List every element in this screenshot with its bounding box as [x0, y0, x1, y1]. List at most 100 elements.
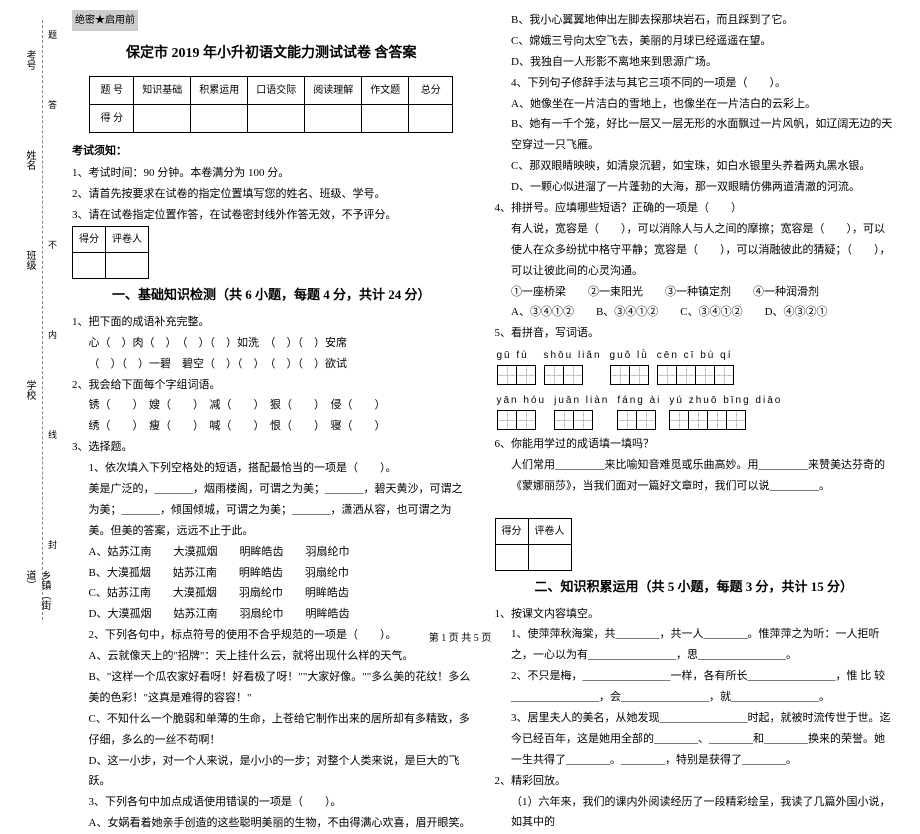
tianzige-cell: [707, 410, 727, 430]
pinyin-label: juān liàn: [554, 391, 609, 410]
q3-opt: B、她有一千个笼，好比一层又一层无形的水面飘过一片风帆，如辽阔无边的天空穿过一只…: [495, 114, 894, 156]
scorer-cell: 得分: [495, 518, 528, 544]
q1-line: 心（ ）肉（ ） （ ）（ ）如洗 （ ）（ ）安席: [72, 333, 471, 354]
scorer-cell: [495, 544, 528, 570]
scorer-cell: [528, 544, 571, 570]
pinyin-label: yān hóu: [497, 391, 547, 410]
seal-text: 答: [46, 100, 59, 119]
pinyin-label: fáng ài: [617, 391, 661, 410]
margin-label: 乡镇（街道）: [22, 570, 52, 620]
tianzige-cell: [497, 365, 517, 385]
section1-title: 一、基础知识检测（共 6 小题，每题 4 分，共计 24 分）: [72, 283, 471, 308]
notice-line: 3、请在试卷指定位置作答，在试卷密封线外作答无效，不予评分。: [72, 205, 471, 226]
tianzige-cell: [516, 410, 536, 430]
tianzige-group: shōu liǎn: [544, 346, 602, 385]
q3-opt: A、姑苏江南 大漠孤烟 明眸皓齿 羽扇纶巾: [72, 542, 471, 563]
tianzige-group: juān liàn: [554, 391, 609, 430]
right-column: B、我小心翼翼地伸出左脚去探那块岩石，而且踩到了它。 C、嫦娥三号向太空飞去，美…: [483, 10, 906, 620]
tianzige-group: yān hóu: [497, 391, 547, 430]
score-cell: 得 分: [90, 104, 134, 132]
tianzige-group: fáng ài: [617, 391, 661, 430]
q4-opts: A、③④①② B、③④①② C、③④①② D、④③②①: [495, 302, 894, 323]
q3-opt: C、那双眼睛映映，如清泉沉碧，如宝珠，如白水银里头养着两丸黑水银。: [495, 156, 894, 177]
q3b-opt: D、我独自一人形影不离地来到思源广场。: [495, 52, 894, 73]
q3-opt: B、"这样一个瓜农家好看呀！好看极了呀！""大家好像。""多么美的花纹！多么美的…: [72, 667, 471, 709]
q3-opt: A、云就像天上的"招牌"：天上挂什么云，就将出现什么样的天气。: [72, 646, 471, 667]
tianzige-cell: [573, 410, 593, 430]
page-footer: 第 1 页 共 5 页: [0, 629, 920, 644]
score-header: 作文题: [362, 76, 409, 104]
pinyin-row: yān hóu juān liàn fáng ài yú zhuō bīng diāo: [495, 389, 894, 434]
tianzige-cell: [714, 365, 734, 385]
exam-title: 保定市 2019 年小升初语文能力测试试卷 含答案: [72, 41, 471, 68]
score-cell: [248, 104, 305, 132]
q3-opt: A、她像坐在一片洁白的雪地上，也像坐在一片洁白的云彩上。: [495, 94, 894, 115]
score-header: 题 号: [90, 76, 134, 104]
tianzige-cell: [497, 410, 517, 430]
score-header: 总分: [409, 76, 453, 104]
q3-opt: B、大漠孤烟 姑苏江南 明眸皓齿 羽扇纶巾: [72, 563, 471, 584]
score-header: 知识基础: [134, 76, 191, 104]
tianzige-cell: [617, 410, 637, 430]
left-column: 绝密★启用前 保定市 2019 年小升初语文能力测试试卷 含答案 题 号 知识基…: [60, 10, 483, 620]
margin-label: 姓名: [22, 150, 37, 170]
q2-stem: 2、我会给下面每个字组词语。: [72, 375, 471, 396]
q3b-opt: B、我小心翼翼地伸出左脚去探那块岩石，而且踩到了它。: [495, 10, 894, 31]
score-header: 口语交际: [248, 76, 305, 104]
q5-stem: 5、看拼音，写词语。: [495, 323, 894, 344]
scorer-cell: [73, 253, 106, 279]
tianzige-cell: [544, 365, 564, 385]
q2-line: 锈（ ） 嫂（ ） 减（ ） 狠（ ） 侵（ ）: [72, 395, 471, 416]
tianzige-group: gū fù: [497, 346, 536, 385]
fold-line: [42, 20, 43, 620]
q3-opt: D、一颗心似进溜了一片蓬勃的大海，那一双眼睛仿佛两道清澈的河流。: [495, 177, 894, 198]
q3-sub1-stem: 1、依次填入下列空格处的短语，搭配最恰当的一项是（ ）。: [72, 458, 471, 479]
q3-sub4-stem: 4、下列句子修辞手法与其它三项不同的一项是（ ）。: [495, 73, 894, 94]
scorer-cell: 评卷人: [106, 227, 149, 253]
score-header: 积累运用: [191, 76, 248, 104]
seal-text: 内: [46, 330, 59, 349]
tianzige-group: guǒ lǜ: [610, 346, 649, 385]
q2-line: 绣（ ） 瘦（ ） 喊（ ） 恨（ ） 寝（ ）: [72, 416, 471, 437]
score-table: 题 号 知识基础 积累运用 口语交际 阅读理解 作文题 总分 得 分: [89, 76, 453, 133]
pinyin-label: guǒ lǜ: [610, 346, 649, 365]
scorer-cell: 得分: [73, 227, 106, 253]
pinyin-row: gū fù shōu liǎn guǒ lǜ cēn cī bù qí: [495, 344, 894, 389]
tianzige-cell: [610, 365, 630, 385]
margin-label: 学校: [22, 380, 37, 400]
q3-sub1-body: 美是广泛的，_______，烟雨楼阁，可谓之为美；_______，碧天黄沙，可谓…: [72, 479, 471, 542]
score-header: 阅读理解: [305, 76, 362, 104]
s2q1-stem: 1、按课文内容填空。: [495, 604, 894, 625]
s2q1-line: 3、居里夫人的美名，从她发现________________时起，就被时流传世于…: [495, 708, 894, 771]
scorer-box: 得分 评卷人: [495, 518, 572, 571]
tianzige-cell: [688, 410, 708, 430]
q6-body: 人们常用_________来比喻知音难觅或乐曲高妙。用_________来赞美达…: [495, 455, 894, 497]
section2-title: 二、知识积累运用（共 5 小题，每题 3 分，共计 15 分）: [495, 575, 894, 600]
score-cell: [134, 104, 191, 132]
q1-line: （ ）（ ）一碧 碧空（ ）（ ） （ ）（ ）欲试: [72, 354, 471, 375]
tianzige-group: yú zhuō bīng diāo: [669, 391, 782, 430]
notice-line: 2、请首先按要求在试卷的指定位置填写您的姓名、班级、学号。: [72, 184, 471, 205]
tianzige-cell: [516, 365, 536, 385]
tianzige-cell: [629, 365, 649, 385]
tianzige-cell: [554, 410, 574, 430]
scorer-cell: 评卷人: [528, 518, 571, 544]
seal-text: 线: [46, 430, 59, 449]
pinyin-label: gū fù: [497, 346, 536, 365]
score-cell: [191, 104, 248, 132]
q3-opt: C、不知什么一个脆弱和单薄的生命，上苍给它制作出来的居所却有多精致，多仔细，多么…: [72, 709, 471, 751]
q3-sub3-stem: 3、下列各句中加点成语使用错误的​一项是（ ）。: [72, 792, 471, 813]
s2q2-body: （1）六年来，我们的课内外阅读经历了一段精彩绘呈，我读了几篇外国小说，如其中的: [495, 792, 894, 834]
q3-opt: A、女娲看着她亲手创造的这些聪明美丽的生物，不由得满心欢喜，眉开眼笑。: [72, 813, 471, 834]
seal-text: 题: [46, 30, 59, 49]
margin-label: 考号: [22, 50, 37, 70]
q3-opt: D、这一小步，对一个人来说，是小小的一步；对整个人类来说，是巨大的飞跃。: [72, 751, 471, 793]
pinyin-label: shōu liǎn: [544, 346, 602, 365]
pinyin-label: yú zhuō bīng diāo: [669, 391, 782, 410]
tianzige-group: cēn cī bù qí: [657, 346, 734, 385]
tianzige-cell: [726, 410, 746, 430]
notice-title: 考试须知：: [72, 145, 127, 157]
pinyin-label: cēn cī bù qí: [657, 346, 734, 365]
q4-stem: 4、排拼号。应填哪些短语？正确的一项是（ ）: [495, 198, 894, 219]
score-cell: [305, 104, 362, 132]
